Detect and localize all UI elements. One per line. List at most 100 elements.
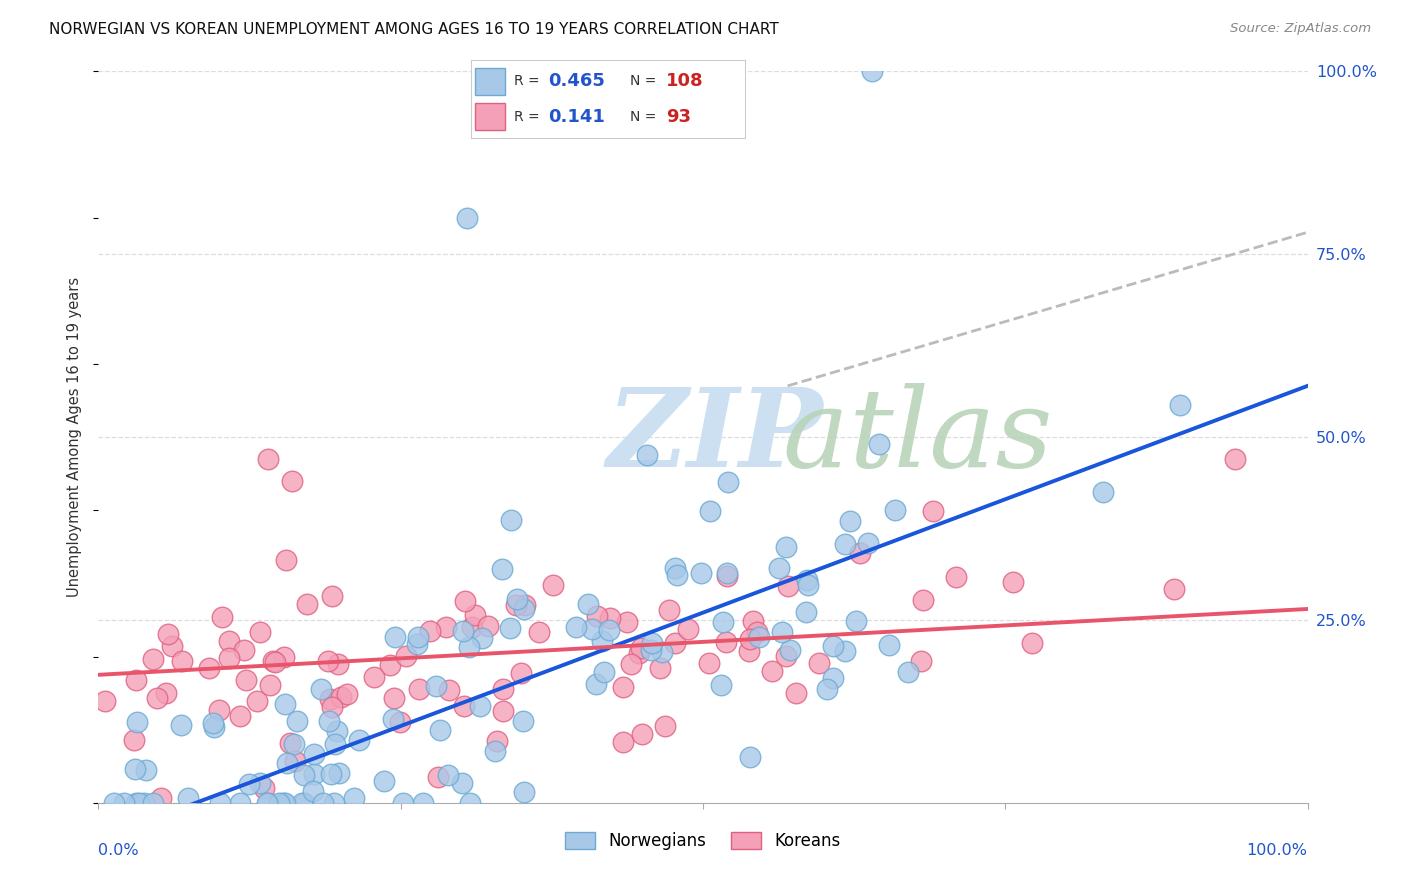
Point <box>263 655 285 669</box>
Point <box>484 744 506 758</box>
Point <box>229 709 252 723</box>
Point <box>796 573 818 587</box>
Point <box>529 625 551 640</box>
Point <box>586 609 609 624</box>
Point <box>599 611 621 625</box>
Point <box>429 723 451 738</box>
Point <box>209 796 232 810</box>
Point <box>461 620 484 634</box>
Point <box>249 625 271 640</box>
Point <box>564 619 586 633</box>
Text: R =: R = <box>513 74 538 88</box>
Point <box>486 734 509 748</box>
Point <box>510 666 533 681</box>
Point <box>666 568 689 582</box>
Point <box>363 670 385 684</box>
Point <box>464 608 486 623</box>
Point <box>246 694 269 708</box>
Point <box>262 654 284 668</box>
Point <box>160 640 183 654</box>
Point <box>330 690 353 704</box>
Point <box>648 661 671 675</box>
Text: N =: N = <box>630 74 657 88</box>
Point <box>343 791 366 805</box>
Point <box>636 448 658 462</box>
Point <box>945 569 967 583</box>
Point <box>612 681 634 695</box>
Point <box>124 762 146 776</box>
Point <box>499 622 522 636</box>
Point <box>849 546 872 560</box>
Point <box>513 599 536 613</box>
Point <box>738 644 761 658</box>
Point <box>453 699 475 714</box>
Point <box>699 504 721 518</box>
Point <box>125 715 148 730</box>
Point <box>1163 582 1185 597</box>
Point <box>716 566 738 580</box>
Point <box>658 602 681 616</box>
Point <box>821 639 844 653</box>
Point <box>273 649 295 664</box>
Point <box>112 796 135 810</box>
Point <box>321 589 343 603</box>
Point <box>292 768 315 782</box>
Point <box>155 686 177 700</box>
Legend: Norwegians, Koreans: Norwegians, Koreans <box>558 825 848 856</box>
Point <box>1021 635 1043 649</box>
Point <box>274 796 297 810</box>
Point <box>211 609 233 624</box>
Point <box>256 796 278 810</box>
Point <box>779 643 801 657</box>
Point <box>761 664 783 678</box>
Point <box>122 733 145 747</box>
Point <box>238 777 260 791</box>
Point <box>654 719 676 733</box>
Point <box>716 569 738 583</box>
Point <box>717 475 740 490</box>
Point <box>312 796 335 810</box>
Point <box>451 624 474 639</box>
Point <box>1223 452 1246 467</box>
Point <box>388 714 411 729</box>
Point <box>506 592 529 607</box>
Point <box>125 796 148 810</box>
Point <box>1092 485 1115 500</box>
Point <box>823 671 845 685</box>
Point <box>458 640 481 654</box>
Point <box>208 703 231 717</box>
FancyBboxPatch shape <box>475 68 505 95</box>
Point <box>664 636 686 650</box>
Point <box>858 536 880 550</box>
Text: 0.141: 0.141 <box>548 108 605 126</box>
Text: R =: R = <box>513 110 538 124</box>
Point <box>319 691 342 706</box>
Point <box>384 690 406 705</box>
Point <box>868 437 890 451</box>
Point <box>714 635 737 649</box>
Point <box>499 513 522 527</box>
Point <box>492 681 515 696</box>
Point <box>170 654 193 668</box>
Text: NORWEGIAN VS KOREAN UNEMPLOYMENT AMONG AGES 16 TO 19 YEARS CORRELATION CHART: NORWEGIAN VS KOREAN UNEMPLOYMENT AMONG A… <box>49 22 779 37</box>
Point <box>709 678 731 692</box>
Point <box>1168 398 1191 412</box>
Point <box>768 560 790 574</box>
Point <box>641 636 664 650</box>
Text: ZIP: ZIP <box>606 384 823 491</box>
Point <box>321 700 343 714</box>
Point <box>318 714 340 728</box>
Point <box>323 737 346 751</box>
Point <box>229 796 252 810</box>
Point <box>585 677 607 691</box>
Point <box>776 579 799 593</box>
Point <box>745 624 768 639</box>
Point <box>477 619 499 633</box>
Text: 0.0%: 0.0% <box>98 843 139 858</box>
Point <box>834 536 856 550</box>
Point <box>785 686 807 700</box>
Point <box>276 756 298 770</box>
Point <box>347 733 370 747</box>
Point <box>302 783 325 797</box>
Point <box>259 678 281 692</box>
